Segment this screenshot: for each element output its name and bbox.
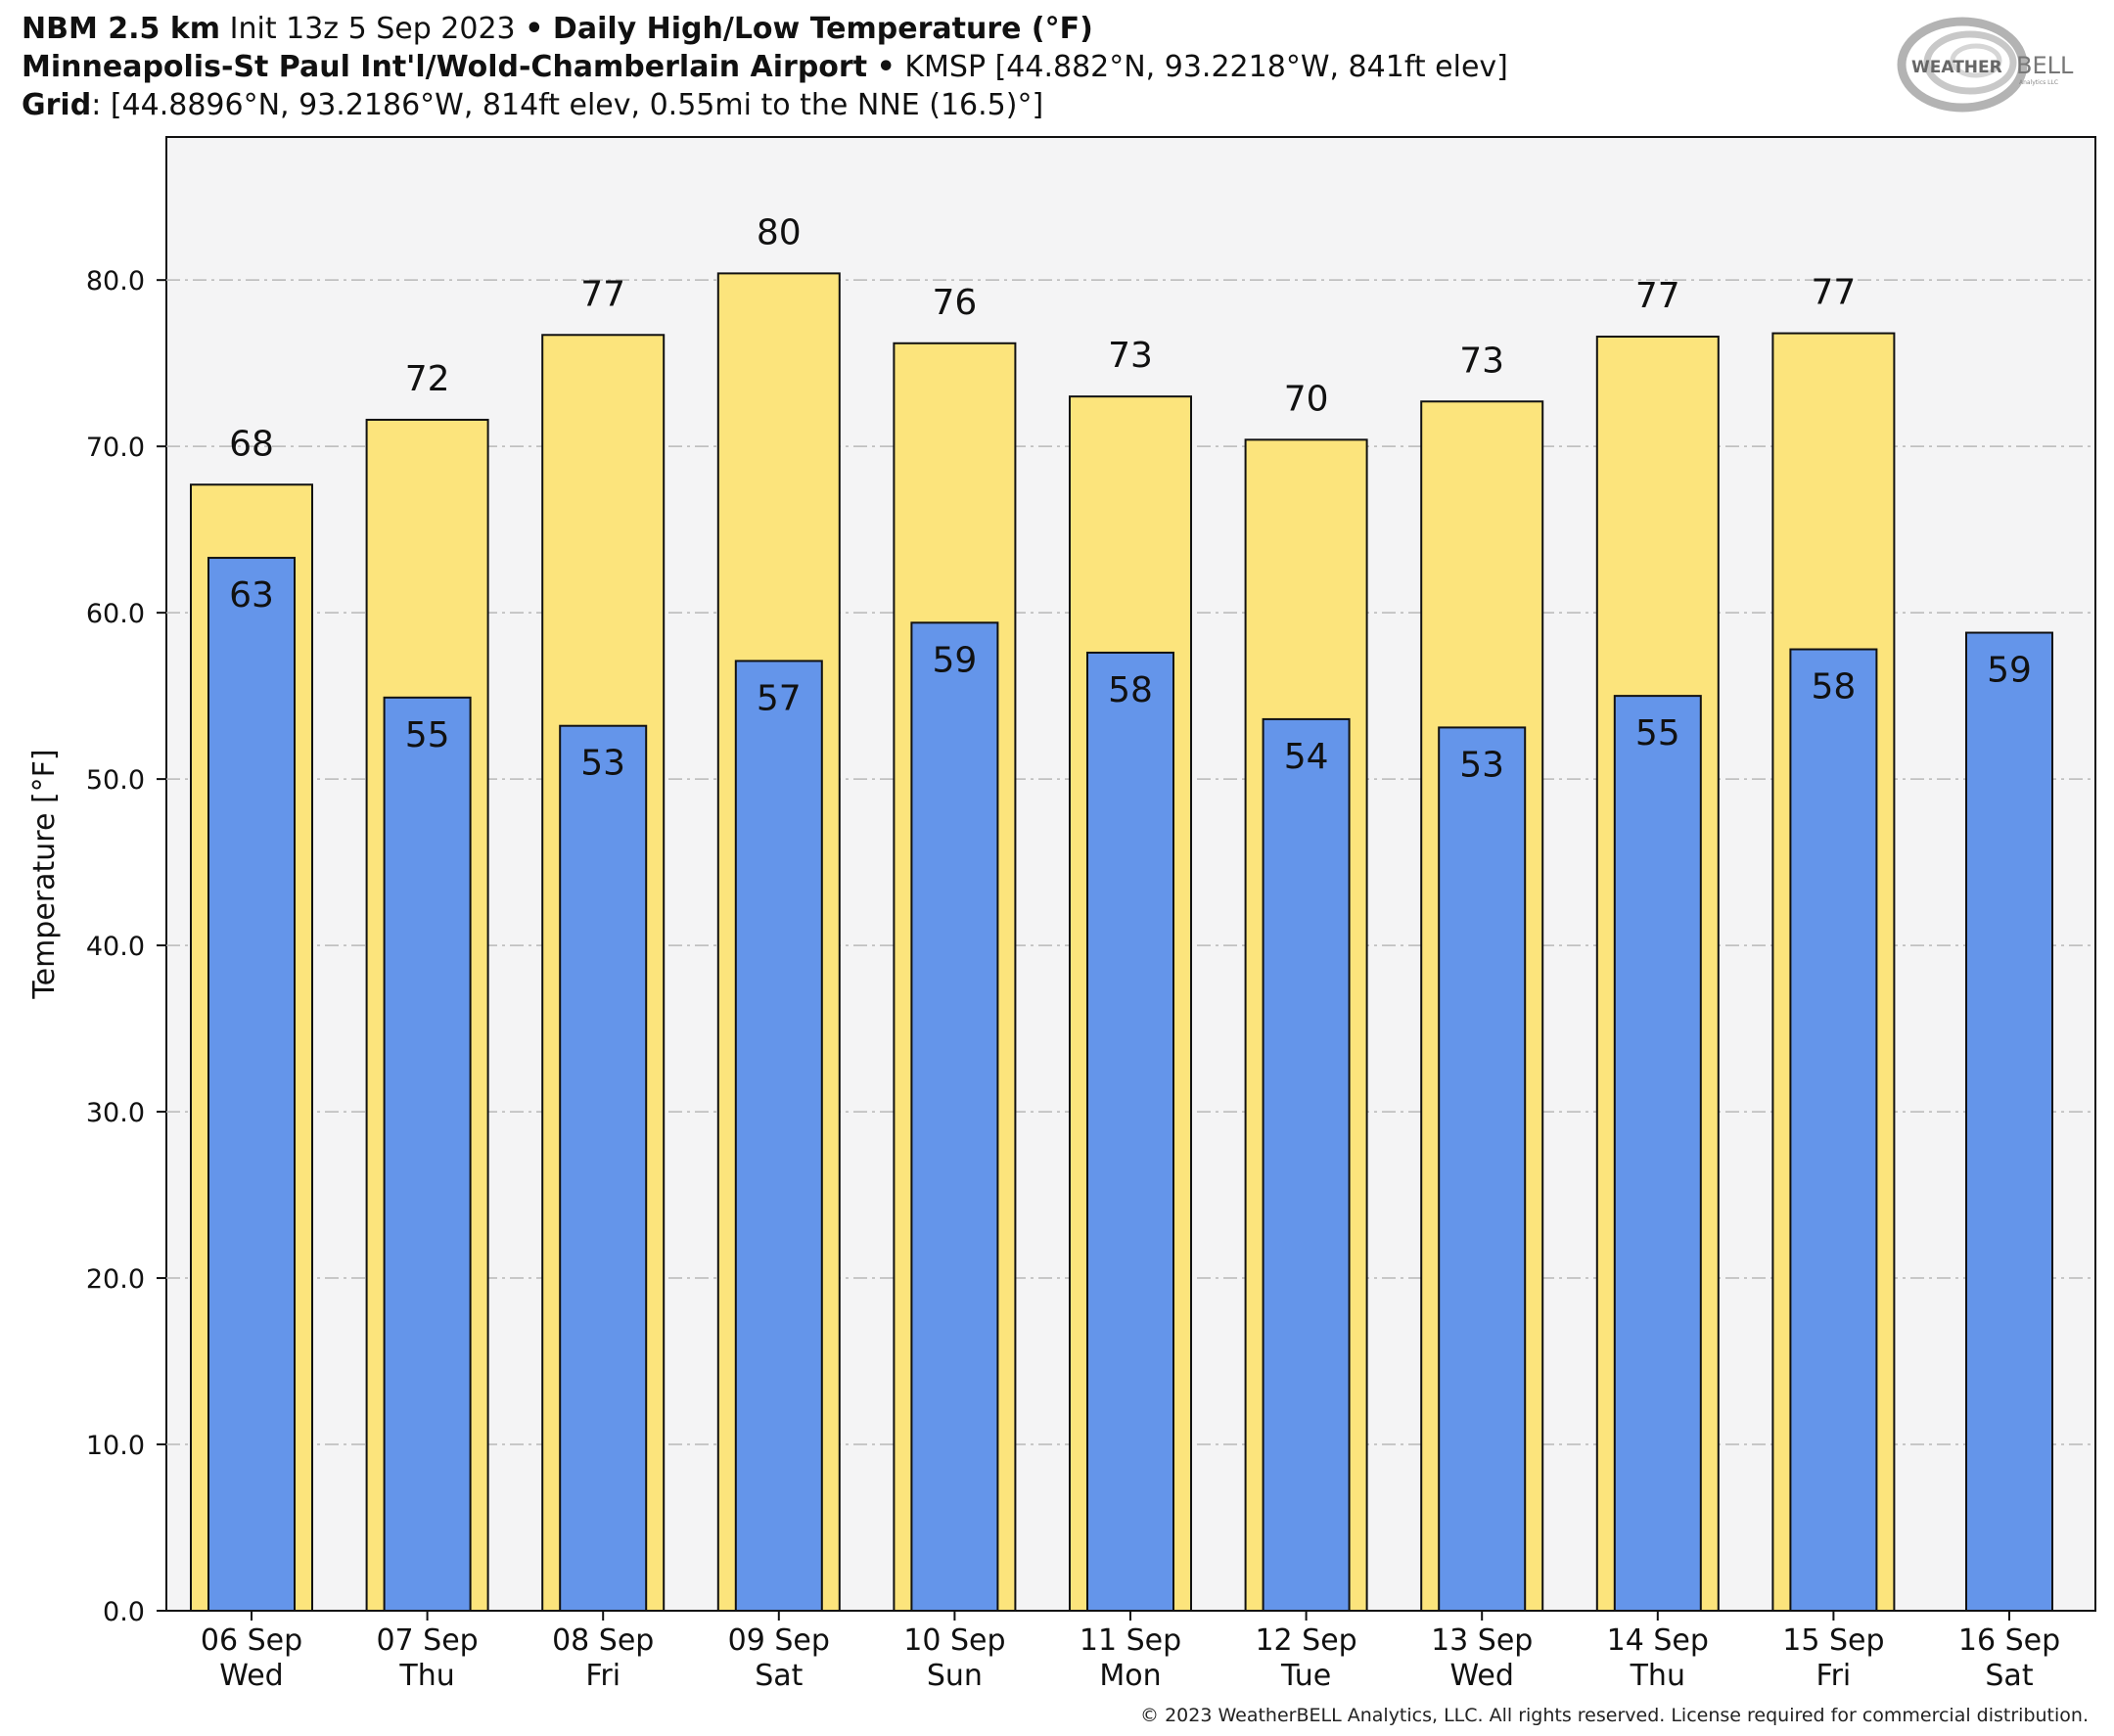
grid-details: : [44.8896°N, 93.2186°W, 814ft elev, 0.5… bbox=[91, 88, 1044, 122]
x-tick-label-date: 12 Sep bbox=[1255, 1623, 1356, 1658]
low-value-label: 53 bbox=[1459, 745, 1504, 785]
low-bar bbox=[383, 696, 472, 1612]
logo-text-left: WEATHER bbox=[1911, 58, 2002, 77]
x-tick-label-day: Fri bbox=[1816, 1659, 1852, 1693]
init-time: Init 13z 5 Sep 2023 bbox=[229, 12, 516, 46]
low-bar bbox=[1086, 651, 1174, 1612]
logo-subtext: Analytics LLC bbox=[2019, 79, 2058, 86]
x-tick-label-date: 10 Sep bbox=[903, 1623, 1005, 1658]
x-tick-label-day: Sun bbox=[927, 1659, 983, 1693]
x-tick-label-day: Thu bbox=[1630, 1659, 1685, 1693]
low-value-label: 54 bbox=[1284, 737, 1329, 777]
low-value-label: 58 bbox=[1108, 670, 1153, 710]
product-title: Daily High/Low Temperature (°F) bbox=[552, 12, 1093, 46]
x-tick-label-day: Thu bbox=[398, 1659, 454, 1693]
x-tick-label-day: Wed bbox=[219, 1659, 283, 1693]
x-tick-label-day: Mon bbox=[1099, 1659, 1161, 1693]
data-labels: 68 63 72 55 77 53 80 57 76 59 73 58 70 54 73 53 77 55 77 58… bbox=[229, 212, 2032, 785]
separator: • bbox=[876, 50, 896, 84]
low-bar bbox=[1262, 717, 1351, 1612]
x-tick-label-day: Sat bbox=[755, 1659, 803, 1693]
copyright-notice: © 2023 WeatherBELL Analytics, LLC. All r… bbox=[1140, 1705, 2089, 1726]
logo-text-right: BELL bbox=[2016, 52, 2074, 79]
x-tick-label-day: Sat bbox=[1985, 1659, 2033, 1693]
station-name: Minneapolis-St Paul Int'l/Wold-Chamberla… bbox=[22, 50, 868, 84]
bars bbox=[190, 272, 2053, 1613]
high-value-label: 73 bbox=[1108, 336, 1153, 376]
x-tick-label-date: 13 Sep bbox=[1431, 1623, 1533, 1658]
y-tick-label: 80.0 bbox=[86, 266, 145, 297]
high-value-label: 77 bbox=[1635, 276, 1680, 316]
low-value-label: 59 bbox=[1987, 651, 2032, 691]
x-tick-label-date: 15 Sep bbox=[1782, 1623, 1884, 1658]
x-tick-label-day: Fri bbox=[585, 1659, 620, 1693]
x-tick-label-date: 08 Sep bbox=[552, 1623, 654, 1658]
high-value-label: 77 bbox=[580, 274, 625, 314]
low-value-label: 55 bbox=[405, 715, 450, 755]
y-axis-label: Temperature [°F] bbox=[27, 749, 62, 999]
y-tick-label: 10.0 bbox=[86, 1431, 145, 1461]
low-bar bbox=[1789, 648, 1878, 1612]
x-tick-label-date: 14 Sep bbox=[1607, 1623, 1709, 1658]
low-bar bbox=[1613, 695, 1702, 1612]
weatherbell-logo: WEATHER BELL Analytics LLC bbox=[1897, 17, 2074, 113]
grid-label: Grid bbox=[22, 88, 92, 122]
header-line-1: NBM 2.5 km Init 13z 5 Sep 2023 • Daily H… bbox=[22, 10, 1881, 48]
chart-header: NBM 2.5 km Init 13z 5 Sep 2023 • Daily H… bbox=[22, 10, 1881, 124]
low-value-label: 59 bbox=[932, 640, 977, 680]
x-tick-label-date: 07 Sep bbox=[376, 1623, 478, 1658]
model-name: NBM 2.5 km bbox=[22, 12, 221, 46]
y-tick-label: 70.0 bbox=[86, 433, 145, 463]
y-tick-label: 40.0 bbox=[86, 932, 145, 962]
low-value-label: 58 bbox=[1811, 667, 1856, 708]
high-value-label: 72 bbox=[405, 359, 450, 399]
station-details: KMSP [44.882°N, 93.2218°W, 841ft elev] bbox=[904, 50, 1508, 84]
axes: 0.0 10.0 20.0 30.0 40.0 50.0 60.0 70.0 80.0 06 Se… bbox=[86, 266, 2060, 1693]
low-bar bbox=[559, 724, 648, 1612]
high-value-label: 77 bbox=[1811, 273, 1856, 313]
x-tick-label-date: 06 Sep bbox=[201, 1623, 302, 1658]
header-line-2: Minneapolis-St Paul Int'l/Wold-Chamberla… bbox=[22, 48, 1881, 86]
low-bar bbox=[1965, 631, 2053, 1612]
low-bar bbox=[207, 557, 296, 1613]
x-tick-label-date: 16 Sep bbox=[1958, 1623, 2060, 1658]
low-value-label: 57 bbox=[757, 678, 802, 718]
x-tick-label-day: Tue bbox=[1280, 1659, 1331, 1693]
y-tick-label: 30.0 bbox=[86, 1098, 145, 1128]
x-tick-label-date: 09 Sep bbox=[728, 1623, 830, 1658]
high-value-label: 80 bbox=[757, 212, 802, 252]
low-value-label: 55 bbox=[1635, 713, 1680, 754]
y-tick-label: 50.0 bbox=[86, 765, 145, 796]
y-tick-label: 0.0 bbox=[103, 1597, 145, 1627]
low-bar bbox=[910, 621, 999, 1612]
low-bar bbox=[734, 660, 823, 1612]
x-tick-label-day: Wed bbox=[1449, 1659, 1513, 1693]
high-value-label: 76 bbox=[932, 283, 977, 323]
x-tick-label-date: 11 Sep bbox=[1080, 1623, 1181, 1658]
separator: • bbox=[525, 12, 544, 46]
low-bar bbox=[1438, 726, 1527, 1612]
header-line-3: Grid: [44.8896°N, 93.2186°W, 814ft elev,… bbox=[22, 86, 1881, 124]
high-value-label: 70 bbox=[1284, 379, 1329, 419]
high-value-label: 68 bbox=[229, 424, 274, 464]
low-value-label: 53 bbox=[580, 744, 625, 784]
low-value-label: 63 bbox=[229, 575, 274, 616]
y-tick-label: 60.0 bbox=[86, 599, 145, 629]
y-tick-label: 20.0 bbox=[86, 1264, 145, 1295]
high-value-label: 73 bbox=[1459, 341, 1504, 381]
